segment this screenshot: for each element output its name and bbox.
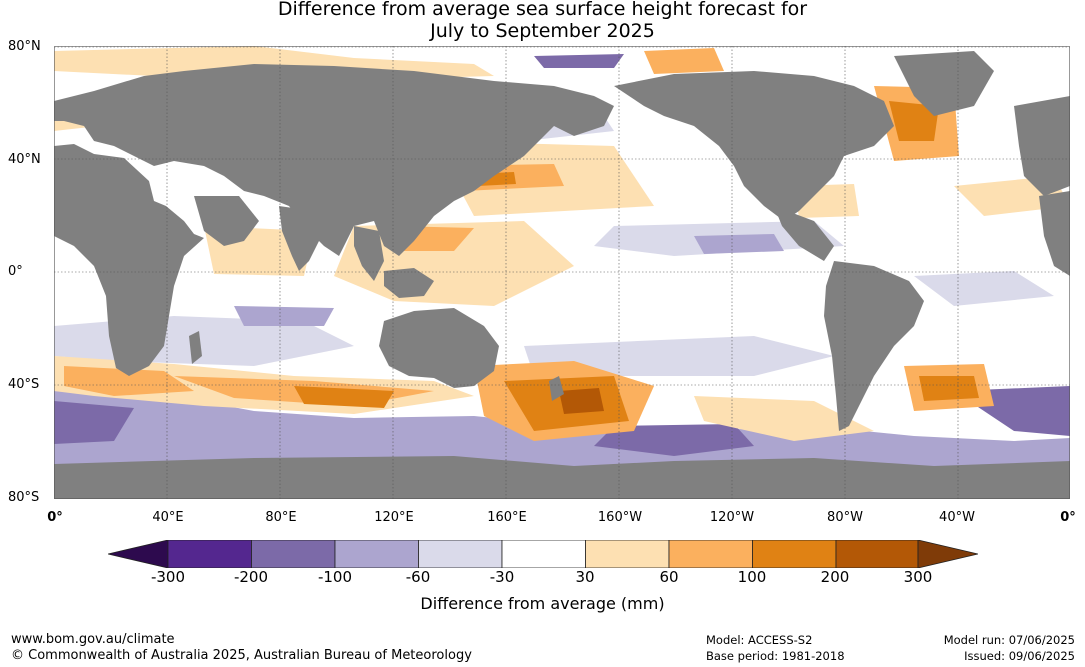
legend-title: Difference from average (mm)	[420, 594, 665, 613]
lon-label-0-right: 0°	[1060, 510, 1076, 525]
lat-label-80n: 80°N	[8, 39, 41, 54]
land-central-america	[774, 206, 834, 261]
lon-label-80e: 80°E	[265, 510, 297, 525]
legend-swatch-300-200	[167, 540, 252, 568]
lon-label-40w: 40°W	[939, 510, 975, 525]
lon-label-160w: 160°W	[597, 510, 643, 525]
land-antarctica	[54, 456, 1070, 499]
lat-label-equator: 0°	[8, 264, 23, 279]
legend-swatch-30-60	[585, 540, 670, 568]
legend-swatch-100-200	[752, 540, 837, 568]
lat-label-40n: 40°N	[8, 152, 41, 167]
land-africa-europe	[54, 144, 204, 376]
lon-label-120e: 120°E	[374, 510, 414, 525]
land-madagascar	[189, 331, 202, 364]
land-eurasia	[54, 64, 614, 256]
land-india	[279, 206, 324, 271]
lat-label-80s: 80°S	[8, 490, 40, 505]
land-masses	[54, 51, 1070, 499]
graticule	[54, 46, 1070, 499]
map-border	[54, 46, 1070, 499]
map-title-line-2: July to September 2025	[430, 20, 655, 42]
land-greenland	[894, 51, 994, 116]
lon-label-120w: 120°W	[709, 510, 755, 525]
legend-tick-neg200: -200	[233, 568, 269, 586]
legend-tick-300: 300	[903, 568, 933, 586]
map-title-line-1: Difference from average sea surface heig…	[277, 0, 808, 20]
legend-swatch-neutral	[501, 540, 586, 568]
land-north-america	[614, 71, 894, 221]
land-japan	[446, 161, 472, 191]
legend-swatch-60-30	[418, 540, 503, 568]
footer-model: Model: ACCESS-S2	[706, 633, 813, 647]
legend-colorbar	[108, 540, 978, 568]
footer-base-period: Base period: 1981-2018	[706, 649, 845, 663]
legend-swatch-60-100	[668, 540, 753, 568]
footer-copyright: © Commonwealth of Australia 2025, Austra…	[11, 648, 472, 663]
land-new-zealand	[549, 376, 564, 401]
legend-swatch-200-100	[251, 540, 336, 568]
legend-tick-neg30: -30	[489, 568, 515, 586]
land-europe-east	[1014, 96, 1070, 196]
land-arabia	[194, 196, 259, 246]
land-indochina	[354, 226, 384, 281]
legend-tick-30: 30	[575, 568, 595, 586]
legend-swatch-above-300	[917, 540, 978, 568]
lat-label-40s: 40°S	[8, 377, 40, 392]
lon-label-0-left: 0°	[47, 510, 63, 525]
legend-swatch-below-300	[108, 540, 169, 568]
legend-tick-neg100: -100	[317, 568, 353, 586]
legend-tick-100: 100	[737, 568, 767, 586]
legend-tick-60: 60	[659, 568, 679, 586]
legend-swatch-100-60	[334, 540, 419, 568]
footer-website-link[interactable]: www.bom.gov.au/climate	[11, 632, 175, 647]
sea-surface-height-map	[54, 46, 1070, 499]
land-australia	[379, 308, 499, 388]
legend-swatch-200-300	[835, 540, 919, 568]
land-africa-west-edge	[1039, 191, 1070, 276]
footer-issued: Issued: 09/06/2025	[964, 649, 1075, 663]
legend-tick-neg60: -60	[405, 568, 431, 586]
lon-label-40e: 40°E	[152, 510, 184, 525]
legend-tick-neg300: -300	[150, 568, 186, 586]
legend-tick-200: 200	[820, 568, 850, 586]
footer-model-run: Model run: 07/06/2025	[943, 633, 1075, 647]
land-south-america	[824, 261, 924, 431]
lon-label-80w: 80°W	[827, 510, 863, 525]
land-borneo-indonesia	[384, 268, 434, 298]
lon-label-160e: 160°E	[487, 510, 527, 525]
